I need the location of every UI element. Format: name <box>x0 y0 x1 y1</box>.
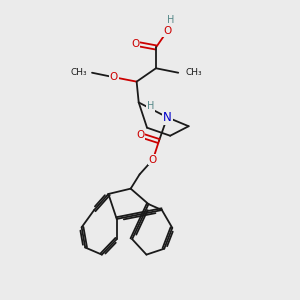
Text: N: N <box>163 111 172 124</box>
Text: O: O <box>110 72 118 82</box>
Text: H: H <box>167 15 175 25</box>
Text: CH₃: CH₃ <box>71 68 88 77</box>
Text: CH₃: CH₃ <box>186 68 202 77</box>
Text: O: O <box>163 26 171 36</box>
Text: O: O <box>131 39 139 49</box>
Text: H: H <box>147 101 154 111</box>
Text: O: O <box>149 154 157 164</box>
Text: O: O <box>136 130 145 140</box>
